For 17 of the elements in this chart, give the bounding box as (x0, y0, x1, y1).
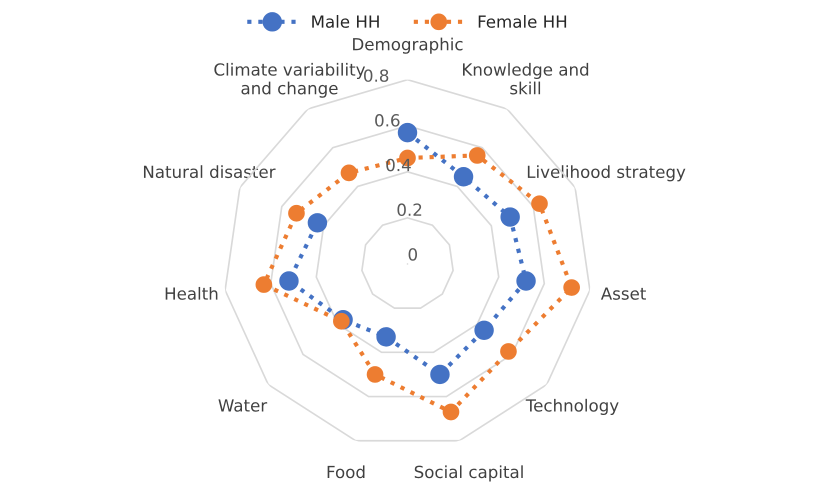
spoke-label: Food (328, 465, 364, 478)
spoke-label: Demographic (353, 38, 463, 54)
y-tick-label: 0 (408, 248, 417, 261)
spoke-label: Climate variability and change (214, 62, 366, 98)
spoke-label: Social capital (414, 465, 523, 482)
legend-label: Female HH (478, 15, 566, 28)
spoke-label: Health (166, 286, 218, 300)
spoke-label: Natural disaster (144, 165, 276, 178)
spoke-label: Technology (526, 398, 619, 415)
y-tick-label: 0.8 (364, 69, 388, 82)
y-tick-label: 0.6 (375, 114, 400, 127)
legend-label: Male HH (312, 15, 379, 28)
spoke-label: Knowledge and skill (463, 62, 588, 94)
spoke-label: Asset (600, 287, 646, 300)
spoke-label: Water (218, 399, 268, 412)
spoke-label: Livelihood strategy (528, 165, 686, 182)
y-tick-label: 0.2 (397, 203, 422, 216)
